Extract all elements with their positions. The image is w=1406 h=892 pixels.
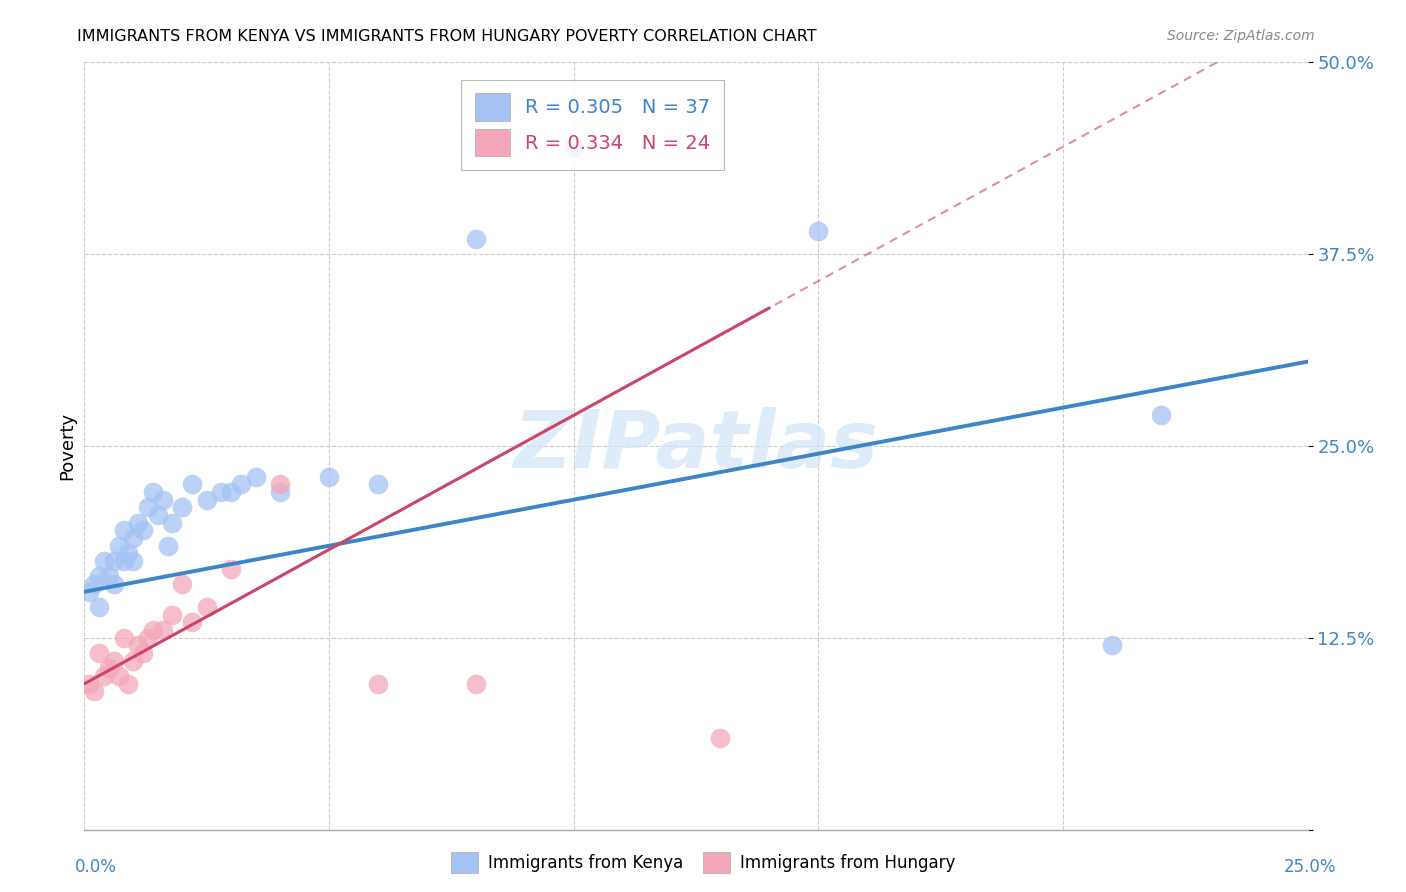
Point	[93, 554, 115, 568]
Point	[209, 485, 232, 500]
Point	[562, 140, 585, 154]
Point	[103, 554, 125, 568]
Text: ZIPatlas: ZIPatlas	[513, 407, 879, 485]
Point	[219, 485, 242, 500]
Point	[97, 661, 120, 675]
Point	[103, 577, 125, 591]
Point	[93, 669, 115, 683]
Point	[77, 677, 100, 691]
Point	[97, 569, 120, 583]
Point	[367, 477, 389, 491]
Text: Source: ZipAtlas.com: Source: ZipAtlas.com	[1167, 29, 1315, 44]
Point	[112, 631, 135, 645]
Point	[172, 577, 194, 591]
Point	[142, 485, 165, 500]
Point	[367, 677, 389, 691]
Point	[162, 607, 184, 622]
Point	[77, 584, 100, 599]
Point	[136, 631, 159, 645]
Point	[122, 554, 145, 568]
Point	[269, 477, 291, 491]
Point	[219, 562, 242, 576]
Point	[107, 669, 129, 683]
Point	[87, 646, 110, 660]
Point	[181, 615, 204, 630]
Point	[142, 623, 165, 637]
Point	[132, 646, 155, 660]
Point	[152, 492, 174, 507]
Point	[136, 500, 159, 515]
Point	[117, 546, 139, 560]
Point	[107, 539, 129, 553]
Point	[1150, 409, 1173, 423]
Legend: R = 0.305   N = 37, R = 0.334   N = 24: R = 0.305 N = 37, R = 0.334 N = 24	[461, 79, 724, 169]
Point	[195, 600, 218, 615]
Point	[112, 554, 135, 568]
Point	[112, 524, 135, 538]
Text: 0.0%: 0.0%	[75, 858, 117, 876]
Point	[103, 654, 125, 668]
Point	[83, 684, 105, 698]
Point	[464, 232, 486, 246]
Point	[122, 654, 145, 668]
Point	[709, 731, 731, 745]
Point	[195, 492, 218, 507]
Point	[181, 477, 204, 491]
Point	[269, 485, 291, 500]
Point	[127, 639, 149, 653]
Point	[162, 516, 184, 530]
Point	[122, 531, 145, 545]
Point	[83, 577, 105, 591]
Point	[117, 677, 139, 691]
Point	[172, 500, 194, 515]
Text: IMMIGRANTS FROM KENYA VS IMMIGRANTS FROM HUNGARY POVERTY CORRELATION CHART: IMMIGRANTS FROM KENYA VS IMMIGRANTS FROM…	[77, 29, 817, 45]
Point	[127, 516, 149, 530]
Point	[318, 469, 340, 483]
Point	[1101, 639, 1123, 653]
Point	[132, 524, 155, 538]
Point	[245, 469, 267, 483]
Y-axis label: Poverty: Poverty	[58, 412, 76, 480]
Point	[807, 224, 830, 238]
Point	[146, 508, 169, 522]
Point	[229, 477, 252, 491]
Legend: Immigrants from Kenya, Immigrants from Hungary: Immigrants from Kenya, Immigrants from H…	[444, 846, 962, 880]
Point	[156, 539, 179, 553]
Point	[87, 569, 110, 583]
Point	[87, 600, 110, 615]
Point	[464, 677, 486, 691]
Point	[152, 623, 174, 637]
Text: 25.0%: 25.0%	[1284, 858, 1337, 876]
